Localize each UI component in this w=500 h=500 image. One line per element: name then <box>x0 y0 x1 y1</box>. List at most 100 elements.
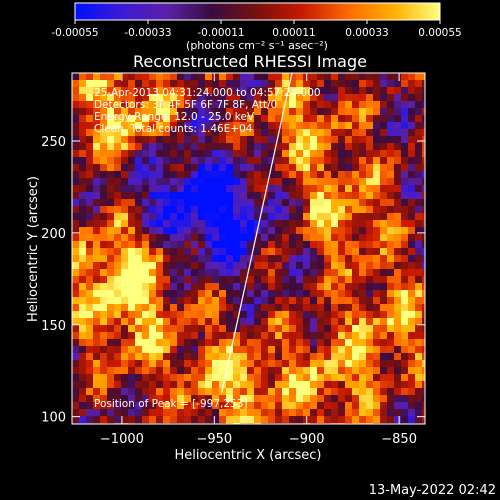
heatmap-cell <box>373 241 381 249</box>
heatmap-cell <box>128 416 136 424</box>
heatmap-cell <box>79 157 87 165</box>
heatmap-cell <box>261 234 269 242</box>
heatmap-cell <box>422 73 425 81</box>
heatmap-cell <box>275 318 283 326</box>
heatmap-cell <box>114 241 122 249</box>
heatmap-cell <box>107 157 115 165</box>
heatmap-cell <box>310 241 318 249</box>
heatmap-cell <box>387 297 395 305</box>
heatmap-cell <box>170 332 178 340</box>
heatmap-cell <box>296 108 304 116</box>
heatmap-cell <box>366 227 374 235</box>
heatmap-cell <box>156 416 164 424</box>
heatmap-cell <box>128 199 136 207</box>
y-tick-label: 250 <box>41 135 66 150</box>
heatmap-cell <box>233 416 241 424</box>
heatmap-cell <box>163 129 171 137</box>
heatmap-cell <box>422 241 425 249</box>
heatmap-cell <box>366 283 374 291</box>
heatmap-cell <box>72 108 80 116</box>
heatmap-cell <box>338 164 346 172</box>
heatmap-cell <box>212 234 220 242</box>
heatmap-cell <box>254 234 262 242</box>
heatmap-cell <box>72 374 80 382</box>
heatmap-cell <box>142 304 150 312</box>
heatmap-cell <box>373 409 381 417</box>
heatmap-cell <box>100 346 108 354</box>
heatmap-cell <box>72 192 80 200</box>
heatmap-cell <box>219 255 227 263</box>
heatmap-cell <box>114 346 122 354</box>
heatmap-cell <box>219 283 227 291</box>
heatmap-cell <box>352 136 360 144</box>
heatmap-cell <box>219 297 227 305</box>
heatmap-cell <box>247 206 255 214</box>
heatmap-cell <box>324 143 332 151</box>
heatmap-cell <box>163 80 171 88</box>
heatmap-cell <box>303 164 311 172</box>
heatmap-cell <box>114 73 122 81</box>
heatmap-cell <box>121 178 129 186</box>
heatmap-cell <box>100 360 108 368</box>
heatmap-cell <box>86 339 94 347</box>
heatmap-cell <box>226 416 234 424</box>
heatmap-cell <box>135 402 143 410</box>
heatmap-cell <box>254 339 262 347</box>
heatmap-cell <box>93 115 101 123</box>
heatmap-cell <box>345 213 353 221</box>
heatmap-cell <box>317 164 325 172</box>
heatmap-cell <box>163 206 171 214</box>
heatmap-cell <box>275 87 283 95</box>
heatmap-cell <box>86 269 94 277</box>
heatmap-cell <box>380 157 388 165</box>
heatmap-cell <box>79 360 87 368</box>
heatmap-cell <box>324 367 332 375</box>
heatmap-cell <box>100 297 108 305</box>
heatmap-cell <box>366 129 374 137</box>
heatmap-cell <box>408 143 416 151</box>
heatmap-cell <box>219 87 227 95</box>
heatmap-cell <box>219 318 227 326</box>
heatmap-cell <box>387 108 395 116</box>
heatmap-cell <box>86 318 94 326</box>
heatmap-cell <box>93 171 101 179</box>
heatmap-cell <box>359 311 367 319</box>
heatmap-cell <box>100 143 108 151</box>
heatmap-cell <box>303 269 311 277</box>
heatmap-cell <box>114 381 122 389</box>
heatmap-cell <box>394 73 402 81</box>
heatmap-cell <box>331 73 339 81</box>
heatmap-cell <box>387 213 395 221</box>
heatmap-cell <box>219 185 227 193</box>
heatmap-cell <box>121 94 129 102</box>
heatmap-cell <box>149 115 157 123</box>
heatmap-cell <box>324 108 332 116</box>
heatmap-cell <box>114 353 122 361</box>
heatmap-cell <box>226 87 234 95</box>
heatmap-cell <box>107 381 115 389</box>
heatmap-cell <box>107 262 115 270</box>
heatmap-cell <box>289 325 297 333</box>
heatmap-cell <box>177 367 185 375</box>
heatmap-cell <box>373 262 381 270</box>
heatmap-cell <box>289 311 297 319</box>
heatmap-cell <box>205 206 213 214</box>
heatmap-cell <box>331 178 339 186</box>
heatmap-cell <box>289 262 297 270</box>
heatmap-cell <box>289 283 297 291</box>
heatmap-cell <box>205 241 213 249</box>
heatmap-cell <box>205 395 213 403</box>
heatmap-cell <box>282 297 290 305</box>
heatmap-cell <box>163 73 171 81</box>
heatmap-cell <box>240 374 248 382</box>
heatmap-cell <box>205 297 213 305</box>
heatmap-cell <box>303 353 311 361</box>
heatmap-cell <box>100 94 108 102</box>
heatmap-cell <box>345 199 353 207</box>
heatmap-cell <box>310 388 318 396</box>
heatmap-cell <box>142 353 150 361</box>
heatmap-cell <box>401 325 409 333</box>
heatmap-cell <box>170 269 178 277</box>
heatmap-cell <box>142 80 150 88</box>
heatmap-cell <box>317 276 325 284</box>
